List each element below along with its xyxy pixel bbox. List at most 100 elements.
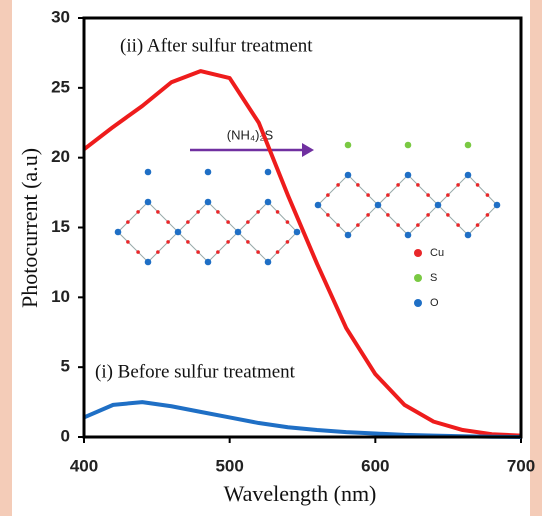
o-atom (493, 201, 501, 209)
cu-atom (256, 210, 260, 214)
o-atom (204, 198, 212, 206)
cu-atom (156, 210, 160, 214)
cu-atom (475, 223, 480, 227)
bond (407, 204, 439, 236)
cu-atom (216, 210, 220, 214)
cu-atom (326, 193, 330, 197)
bond (207, 231, 239, 263)
o-atom (204, 258, 212, 266)
o-atom (293, 228, 301, 236)
o-atom (264, 168, 272, 176)
bond (407, 174, 439, 206)
cu-atom (356, 183, 360, 187)
y-tick-label: 20 (51, 147, 70, 166)
cu-atom (186, 240, 190, 244)
cu-atom (366, 193, 370, 197)
y-tick-label: 0 (61, 426, 70, 445)
cu-atom (446, 193, 450, 197)
o-atom (404, 231, 412, 239)
o-atom (374, 201, 382, 209)
y-tick-label: 30 (51, 7, 70, 26)
o-atom (174, 228, 182, 236)
cu-atom (256, 250, 260, 254)
bond (377, 204, 409, 236)
x-tick-label: 400 (70, 456, 98, 475)
cu-atom (336, 183, 340, 187)
cu-atom (285, 220, 290, 224)
cu-atom (156, 250, 160, 254)
cu-atom (386, 193, 390, 197)
series-label: (ii) After sulfur treatment (120, 35, 313, 56)
x-tick-label: 600 (361, 456, 389, 475)
o-atom (344, 231, 352, 239)
y-axis-label: Photocurrent (a.u) (17, 148, 42, 308)
o-atom (204, 168, 212, 176)
cu-atom (416, 183, 420, 187)
bond (317, 174, 349, 206)
bond (207, 201, 239, 233)
cu-atom (475, 183, 480, 187)
o-atom (264, 258, 272, 266)
cu-atom (226, 240, 230, 244)
bond (467, 204, 498, 236)
s-atom (404, 141, 412, 149)
bond (437, 174, 469, 206)
cu-atom (126, 220, 130, 224)
bond (437, 204, 469, 236)
x-axis-label: Wavelength (nm) (224, 481, 377, 506)
cu-atom (356, 223, 360, 227)
cu-atom (485, 193, 490, 197)
series-label: (i) Before sulfur treatment (95, 361, 296, 382)
cu-atom (196, 210, 200, 214)
cu-atom (226, 220, 230, 224)
bond (347, 204, 379, 236)
cu-atom (336, 223, 340, 227)
cu-atom (136, 210, 140, 214)
bond (317, 204, 349, 236)
bond (267, 231, 298, 263)
series-line (82, 69, 522, 438)
inset-legend-label: Cu (430, 247, 444, 259)
bond (467, 174, 498, 206)
bond (267, 201, 298, 233)
bond (147, 201, 179, 233)
o-atom (144, 168, 152, 176)
arrow-head (302, 143, 314, 157)
cu-atom (186, 220, 190, 224)
inset-legend-label: S (430, 272, 437, 284)
o-atom (144, 258, 152, 266)
cu-atom (166, 240, 170, 244)
s-atom (464, 141, 472, 149)
cu-atom (136, 250, 140, 254)
o-atom (464, 171, 472, 179)
cu-atom (396, 223, 400, 227)
o-atom (234, 228, 242, 236)
bond (177, 201, 209, 233)
bond (117, 231, 149, 263)
plot-frame (82, 16, 523, 439)
o-atom (434, 201, 442, 209)
cu-atom (416, 223, 420, 227)
cu-atom (196, 250, 200, 254)
inset-legend-marker (414, 274, 422, 282)
cu-atom (386, 213, 390, 217)
o-atom (404, 171, 412, 179)
cu-atom (426, 193, 430, 197)
o-atom (344, 171, 352, 179)
cu-atom (246, 240, 250, 244)
panel (12, 0, 530, 516)
y-tick-label: 10 (51, 287, 70, 306)
y-tick-label: 5 (61, 357, 70, 376)
bond (147, 231, 179, 263)
cu-atom (396, 183, 400, 187)
inset-legend-marker (414, 299, 422, 307)
cu-atom (366, 213, 370, 217)
o-atom (114, 228, 122, 236)
cu-atom (426, 213, 430, 217)
x-tick-label: 700 (507, 456, 535, 475)
cu-atom (216, 250, 220, 254)
o-atom (314, 201, 322, 209)
o-atom (264, 198, 272, 206)
